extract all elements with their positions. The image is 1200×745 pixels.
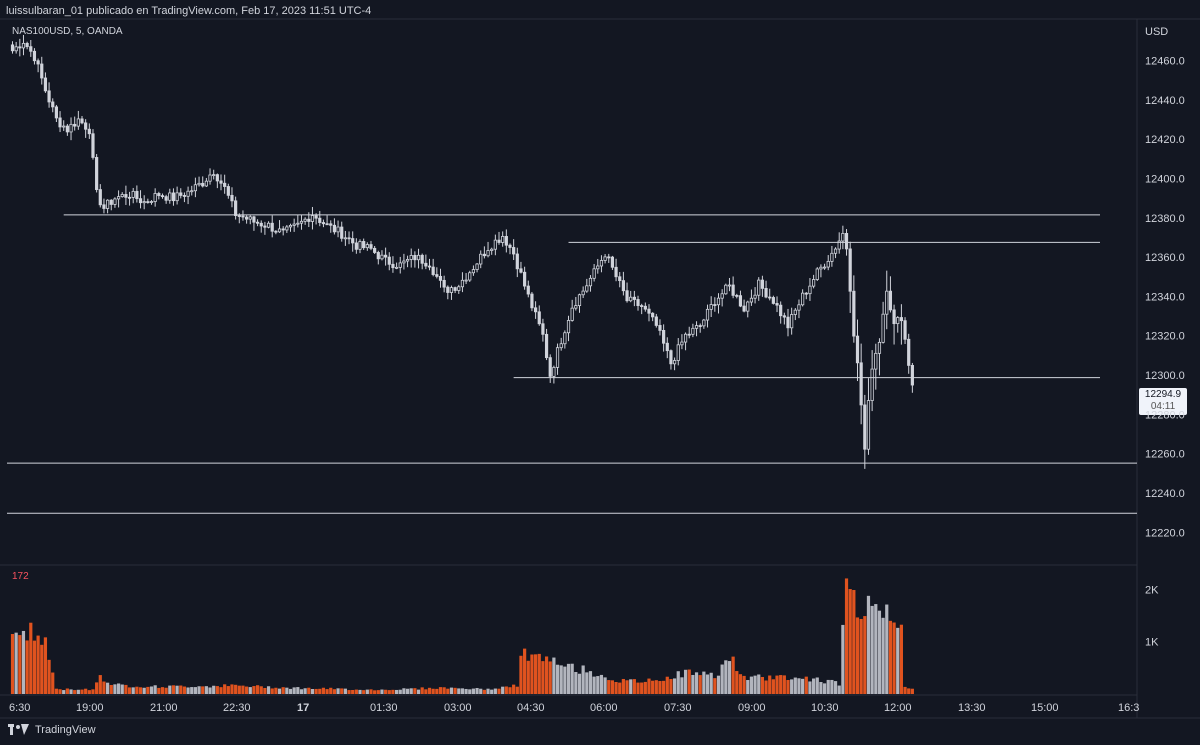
countdown: 04:11 xyxy=(1150,401,1176,412)
last-price: 12294.9 xyxy=(1144,389,1182,400)
currency-label[interactable]: USD xyxy=(1145,26,1169,38)
tradingview-logo-icon xyxy=(8,724,29,735)
symbol-legend[interactable]: NAS100USD, 5, OANDA xyxy=(12,26,123,37)
last-price-tag: 12294.9 04:11 xyxy=(1139,388,1187,415)
publisher-line: luissulbaran_01 publicado en TradingView… xyxy=(6,5,372,17)
volume-legend: 172 xyxy=(12,571,29,582)
brand-footer[interactable]: TradingView xyxy=(8,724,96,736)
brand-name: TradingView xyxy=(35,724,96,736)
